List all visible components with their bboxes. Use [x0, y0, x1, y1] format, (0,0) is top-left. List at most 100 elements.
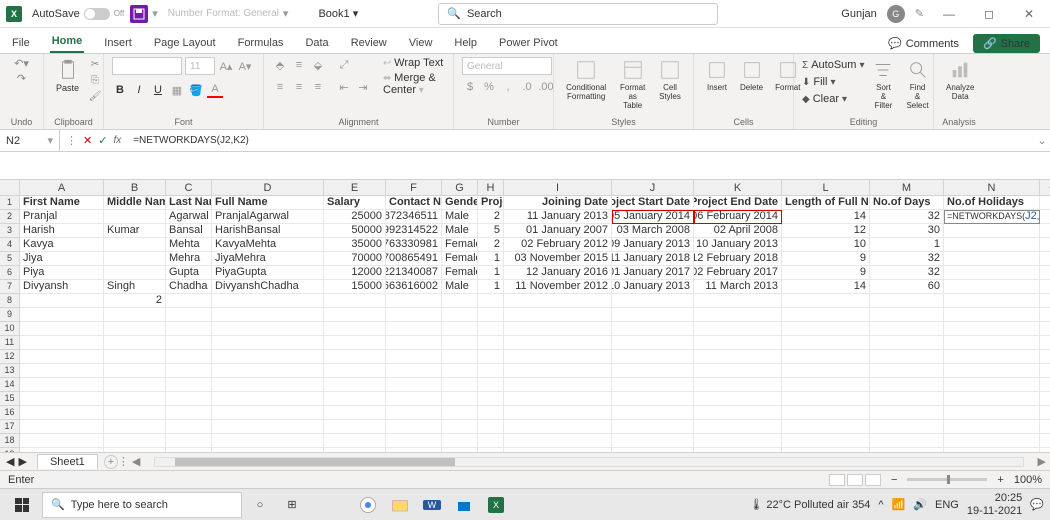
paste-button[interactable]: Paste [52, 57, 83, 95]
cell[interactable] [944, 378, 1040, 392]
cell[interactable]: Male [442, 224, 478, 238]
cell[interactable]: JiyaMehra [212, 252, 324, 266]
comma-icon[interactable]: , [500, 79, 516, 95]
cell[interactable]: 01 January 2017 [612, 266, 694, 280]
header-cell[interactable] [1040, 196, 1050, 210]
align-left-icon[interactable]: ≡ [272, 79, 288, 95]
cell[interactable] [870, 336, 944, 350]
cell[interactable] [782, 420, 870, 434]
increase-font-icon[interactable]: A▴ [218, 58, 234, 74]
row-header[interactable]: 3 [0, 224, 20, 238]
cell[interactable]: HarishBansal [212, 224, 324, 238]
cell[interactable] [612, 294, 694, 308]
cell[interactable]: 03 March 2008 [612, 224, 694, 238]
decrease-font-icon[interactable]: A▾ [237, 58, 253, 74]
cell[interactable] [612, 406, 694, 420]
toggle-icon[interactable] [84, 8, 110, 20]
cell[interactable]: 1 [478, 252, 504, 266]
cell[interactable]: 1 [478, 266, 504, 280]
minimize-button[interactable]: — [934, 4, 964, 24]
cell[interactable] [20, 406, 104, 420]
analyze-data-button[interactable]: Analyze Data [942, 57, 978, 103]
cell[interactable] [944, 350, 1040, 364]
cell[interactable] [1040, 266, 1050, 280]
conditional-formatting-button[interactable]: Conditional Formatting [562, 57, 610, 103]
cell[interactable] [166, 350, 212, 364]
cell[interactable] [478, 336, 504, 350]
cell[interactable] [386, 406, 442, 420]
row-header[interactable]: 11 [0, 336, 20, 350]
autosave-toggle[interactable]: AutoSave Off [32, 8, 124, 20]
header-cell[interactable]: Last Name [166, 196, 212, 210]
cell[interactable] [1040, 392, 1050, 406]
col-header[interactable]: I [504, 180, 612, 196]
row-header[interactable]: 17 [0, 420, 20, 434]
cell[interactable] [166, 406, 212, 420]
cell[interactable]: 05 January 2014 [612, 210, 694, 224]
cell[interactable] [442, 406, 478, 420]
cell[interactable]: 12 February 2018 [694, 252, 782, 266]
cell[interactable] [944, 392, 1040, 406]
cell[interactable]: 11 March 2013 [694, 280, 782, 294]
tray-chevron-icon[interactable]: ^ [878, 499, 883, 511]
cell[interactable] [504, 364, 612, 378]
cell[interactable] [104, 238, 166, 252]
cell[interactable]: 03 November 2015 [504, 252, 612, 266]
zoom-out-icon[interactable]: − [891, 474, 897, 486]
cell[interactable]: Bansal [166, 224, 212, 238]
cell[interactable] [20, 364, 104, 378]
cell[interactable] [324, 336, 386, 350]
cell[interactable] [104, 252, 166, 266]
cell[interactable] [1040, 280, 1050, 294]
row-header[interactable]: 1 [0, 196, 20, 210]
cell[interactable]: Agarwal [166, 210, 212, 224]
cell[interactable] [694, 350, 782, 364]
cell[interactable] [1040, 238, 1050, 252]
font-size-input[interactable]: 11 [185, 57, 215, 75]
cell[interactable] [212, 364, 324, 378]
cell[interactable] [612, 308, 694, 322]
undo-icon[interactable]: ↶▾ [14, 57, 29, 70]
cell[interactable]: 50000 [324, 224, 386, 238]
cell[interactable] [870, 420, 944, 434]
row-header[interactable]: 16 [0, 406, 20, 420]
row-header[interactable]: 2 [0, 210, 20, 224]
cell[interactable] [104, 378, 166, 392]
cell[interactable] [166, 448, 212, 452]
cell[interactable] [324, 378, 386, 392]
cell[interactable]: Female [442, 266, 478, 280]
cell[interactable]: Female [442, 238, 478, 252]
cell[interactable] [870, 378, 944, 392]
cell[interactable]: PranjalAgarwal [212, 210, 324, 224]
notifications-icon[interactable]: 💬 [1030, 498, 1044, 511]
cell[interactable]: Mehta [166, 238, 212, 252]
tab-home[interactable]: Home [50, 31, 85, 53]
col-header[interactable]: O [1040, 180, 1050, 196]
row-header[interactable]: 13 [0, 364, 20, 378]
cell[interactable] [1040, 294, 1050, 308]
cell[interactable] [442, 336, 478, 350]
cell[interactable] [442, 434, 478, 448]
cell[interactable] [504, 392, 612, 406]
cell[interactable] [20, 448, 104, 452]
cell[interactable] [612, 350, 694, 364]
col-header[interactable]: D [212, 180, 324, 196]
cell[interactable] [1040, 350, 1050, 364]
taskbar-search-input[interactable]: 🔍 Type here to search [42, 492, 242, 518]
view-layout-icon[interactable] [847, 474, 863, 486]
cell[interactable] [694, 420, 782, 434]
cell[interactable] [1040, 224, 1050, 238]
cell[interactable] [944, 406, 1040, 420]
cell[interactable] [944, 266, 1040, 280]
cell[interactable] [386, 434, 442, 448]
cell[interactable] [1040, 336, 1050, 350]
clear-button[interactable]: ◆ Clear ▾ [802, 91, 864, 107]
cell[interactable] [212, 322, 324, 336]
cell[interactable]: Divyansh [20, 280, 104, 294]
cell[interactable] [504, 434, 612, 448]
cell[interactable] [694, 378, 782, 392]
row-header[interactable]: 8 [0, 294, 20, 308]
col-header[interactable]: G [442, 180, 478, 196]
cell[interactable]: 70000 [324, 252, 386, 266]
tab-insert[interactable]: Insert [102, 33, 134, 53]
